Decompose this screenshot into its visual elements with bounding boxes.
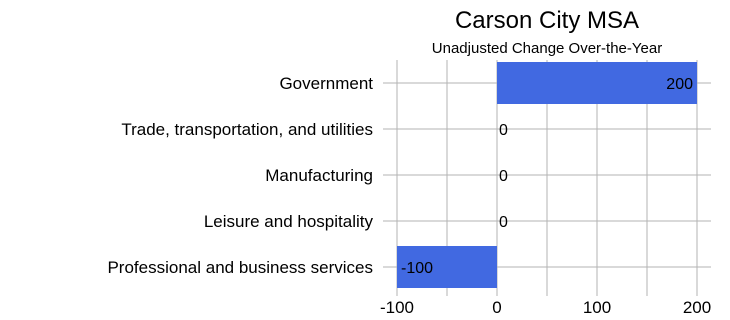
- category-label: Manufacturing: [265, 166, 373, 185]
- category-label: Government: [279, 74, 373, 93]
- category-label: Trade, transportation, and utilities: [121, 120, 373, 139]
- bar: [397, 246, 497, 288]
- x-tick-label: 100: [583, 298, 611, 317]
- x-axis-tick-labels: -100 0 100 200: [380, 298, 711, 317]
- bar: [497, 62, 697, 104]
- category-label: Leisure and hospitality: [204, 212, 374, 231]
- data-label: 0: [499, 214, 508, 231]
- x-tick-label: 200: [683, 298, 711, 317]
- category-labels: Government Trade, transportation, and uti…: [107, 74, 373, 277]
- data-label: 200: [666, 76, 693, 93]
- data-label: 0: [499, 122, 508, 139]
- category-label: Professional and business services: [107, 258, 373, 277]
- chart-subtitle: Unadjusted Change Over-the-Year: [432, 40, 662, 57]
- chart-title: Carson City MSA: [455, 7, 639, 34]
- data-label: 0: [499, 168, 508, 185]
- data-labels: 200 0 0 0 -100: [401, 76, 693, 277]
- bars: [397, 62, 697, 288]
- data-label: -100: [401, 260, 433, 277]
- x-tick-label: -100: [380, 298, 414, 317]
- x-tick-label: 0: [492, 298, 501, 317]
